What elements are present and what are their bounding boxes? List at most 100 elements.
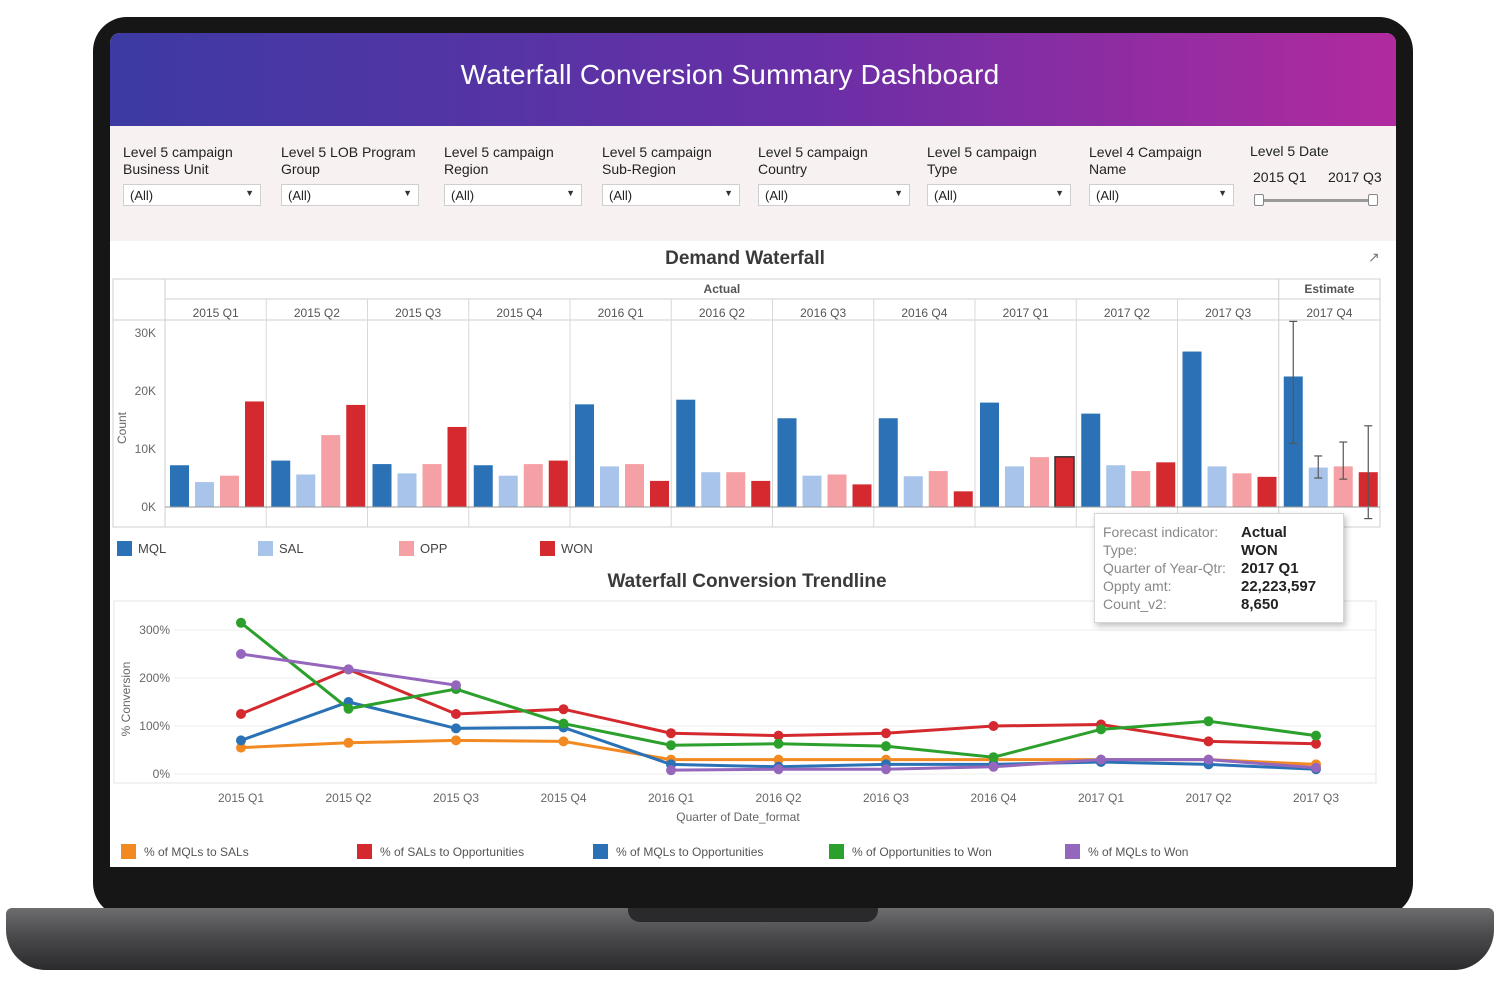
bar-opp (422, 464, 442, 507)
legend-item-opp[interactable]: OPP (399, 541, 447, 556)
bar-won (447, 426, 467, 507)
tooltip-key: Count_v2: (1103, 596, 1167, 612)
slider-start-handle[interactable] (1254, 194, 1264, 206)
data-point (666, 728, 676, 739)
category-label: 2017 Q4 (1306, 306, 1352, 320)
date-filter-label: Level 5 Date (1250, 143, 1329, 159)
data-point (236, 735, 246, 746)
country-select[interactable]: (All) ▼ (758, 184, 910, 206)
filter-sub-region: Level 5 campaign Sub-Region (All) ▼ (602, 144, 742, 206)
campaign-name-select[interactable]: (All) ▼ (1089, 184, 1234, 206)
filter-label: Level 4 Campaign Name (1089, 144, 1202, 177)
slider-end-handle[interactable] (1368, 194, 1378, 206)
tooltip-value: 8,650 (1241, 596, 1279, 613)
bar-opp (625, 464, 644, 507)
bar-won (346, 404, 366, 507)
trendline-legend: % of MQLs to SALs % of SALs to Opportuni… (110, 844, 1396, 864)
legend-label: % of MQLs to SALs (144, 845, 249, 859)
data-point (881, 728, 891, 739)
data-point (773, 730, 784, 741)
bar-sal (498, 475, 518, 507)
date-range: 2015 Q1 2017 Q3 (1250, 169, 1390, 187)
bar-opp (1333, 466, 1353, 507)
chevron-down-icon: ▼ (724, 188, 733, 198)
legend-swatch (829, 844, 844, 859)
region-select[interactable]: (All) ▼ (444, 184, 582, 206)
legend-label: % of Opportunities to Won (852, 845, 992, 859)
legend-item-mql[interactable]: MQL (117, 541, 166, 556)
chevron-down-icon: ▼ (245, 188, 254, 198)
business-unit-select[interactable]: (All) ▼ (123, 184, 261, 206)
popout-icon[interactable]: ↗ (1368, 249, 1380, 265)
y-tick-label: 0K (141, 500, 156, 514)
data-point (1311, 762, 1321, 773)
legend-item-mql-to-opp[interactable]: % of MQLs to Opportunities (593, 844, 763, 859)
date-range-slider[interactable] (1254, 193, 1378, 207)
bar-won (650, 480, 669, 507)
data-point (558, 704, 569, 715)
data-point (558, 736, 569, 747)
bar-mql (473, 465, 493, 507)
slider-fill (1260, 199, 1372, 202)
legend-item-mql-to-won[interactable]: % of MQLs to Won (1065, 844, 1188, 859)
dashboard-screen: Waterfall Conversion Summary Dashboard L… (110, 33, 1396, 867)
date-range-end: 2017 Q3 (1328, 169, 1382, 185)
data-point (236, 709, 246, 719)
data-point (1203, 736, 1214, 747)
legend-label: % of MQLs to Won (1088, 845, 1189, 859)
legend-swatch (121, 844, 136, 859)
data-point (236, 617, 246, 628)
category-label: 2015 Q2 (294, 306, 340, 320)
y-tick-label: 10K (135, 442, 156, 456)
tooltip-value: WON (1241, 542, 1278, 559)
filter-date: Level 5 Date 2015 Q1 2017 Q3 (1250, 143, 1390, 207)
data-point (881, 741, 891, 752)
legend-item-mql-to-sal[interactable]: % of MQLs to SALs (121, 844, 249, 859)
data-point (451, 680, 461, 691)
bar-mql (575, 404, 594, 507)
category-label: 2016 Q4 (901, 306, 947, 320)
trendline-title: Waterfall Conversion Trendline (607, 571, 887, 592)
bar-opp (1030, 457, 1049, 507)
filter-country: Level 5 campaign Country (All) ▼ (758, 144, 910, 206)
filter-label: Level 5 campaign Sub-Region (602, 144, 712, 177)
legend-item-sal[interactable]: SAL (258, 541, 304, 556)
select-value: (All) (765, 188, 789, 203)
category-label: 2016 Q1 (598, 306, 644, 320)
bar-sal (296, 474, 316, 507)
y-tick-label: 300% (139, 623, 170, 637)
chevron-down-icon: ▼ (1055, 188, 1064, 198)
filter-type: Level 5 campaign Type (All) ▼ (927, 144, 1071, 206)
x-tick-label: 2016 Q3 (863, 791, 909, 805)
type-select[interactable]: (All) ▼ (927, 184, 1071, 206)
bar-opp (928, 471, 948, 507)
filter-campaign-name: Level 4 Campaign Name (All) ▼ (1089, 144, 1234, 206)
data-point (988, 721, 999, 731)
filter-label: Level 5 campaign Country (758, 144, 868, 177)
legend-item-won[interactable]: WON (540, 541, 593, 556)
lob-program-group-select[interactable]: (All) ▼ (281, 184, 419, 206)
date-range-start: 2015 Q1 (1253, 169, 1307, 185)
x-tick-label: 2015 Q4 (540, 791, 586, 805)
legend-item-sal-to-opp[interactable]: % of SALs to Opportunities (357, 844, 524, 859)
tooltip-key: Quarter of Year-Qtr: (1103, 560, 1226, 576)
x-tick-label: 2017 Q3 (1293, 791, 1339, 805)
data-point (666, 765, 676, 776)
filter-label: Level 5 campaign Business Unit (123, 144, 233, 177)
bar-won (1156, 462, 1176, 507)
x-tick-label: 2017 Q1 (1078, 791, 1124, 805)
trend-frame (113, 600, 1377, 784)
bar-sal (903, 476, 923, 507)
sub-region-select[interactable]: (All) ▼ (602, 184, 740, 206)
tooltip-row: Oppty amt: 22,223,597 (1103, 578, 1339, 595)
data-point (1203, 716, 1214, 727)
tooltip-row: Count_v2: 8,650 (1103, 596, 1339, 613)
data-point (343, 703, 354, 714)
bar-opp (726, 472, 746, 507)
legend-item-opp-to-won[interactable]: % of Opportunities to Won (829, 844, 992, 859)
legend-label: % of SALs to Opportunities (380, 845, 525, 859)
legend-swatch (258, 541, 273, 556)
chevron-down-icon: ▼ (894, 188, 903, 198)
bar-mql (878, 418, 898, 507)
data-point (236, 649, 246, 659)
